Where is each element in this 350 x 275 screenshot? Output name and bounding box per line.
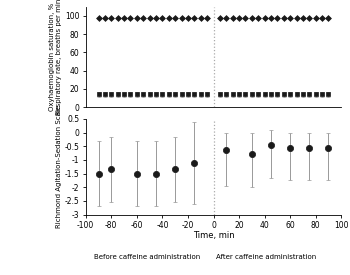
Text: Before caffeine administration: Before caffeine administration bbox=[94, 254, 200, 260]
Y-axis label: Richmond Agitation-Sedation Scale: Richmond Agitation-Sedation Scale bbox=[56, 105, 62, 228]
Y-axis label: Oxyhaemoglobin saturation, %
Respiratory rate, breaths per min: Oxyhaemoglobin saturation, % Respiratory… bbox=[49, 0, 62, 115]
X-axis label: Time, min: Time, min bbox=[193, 231, 234, 240]
Text: After caffeine administration: After caffeine administration bbox=[216, 254, 316, 260]
